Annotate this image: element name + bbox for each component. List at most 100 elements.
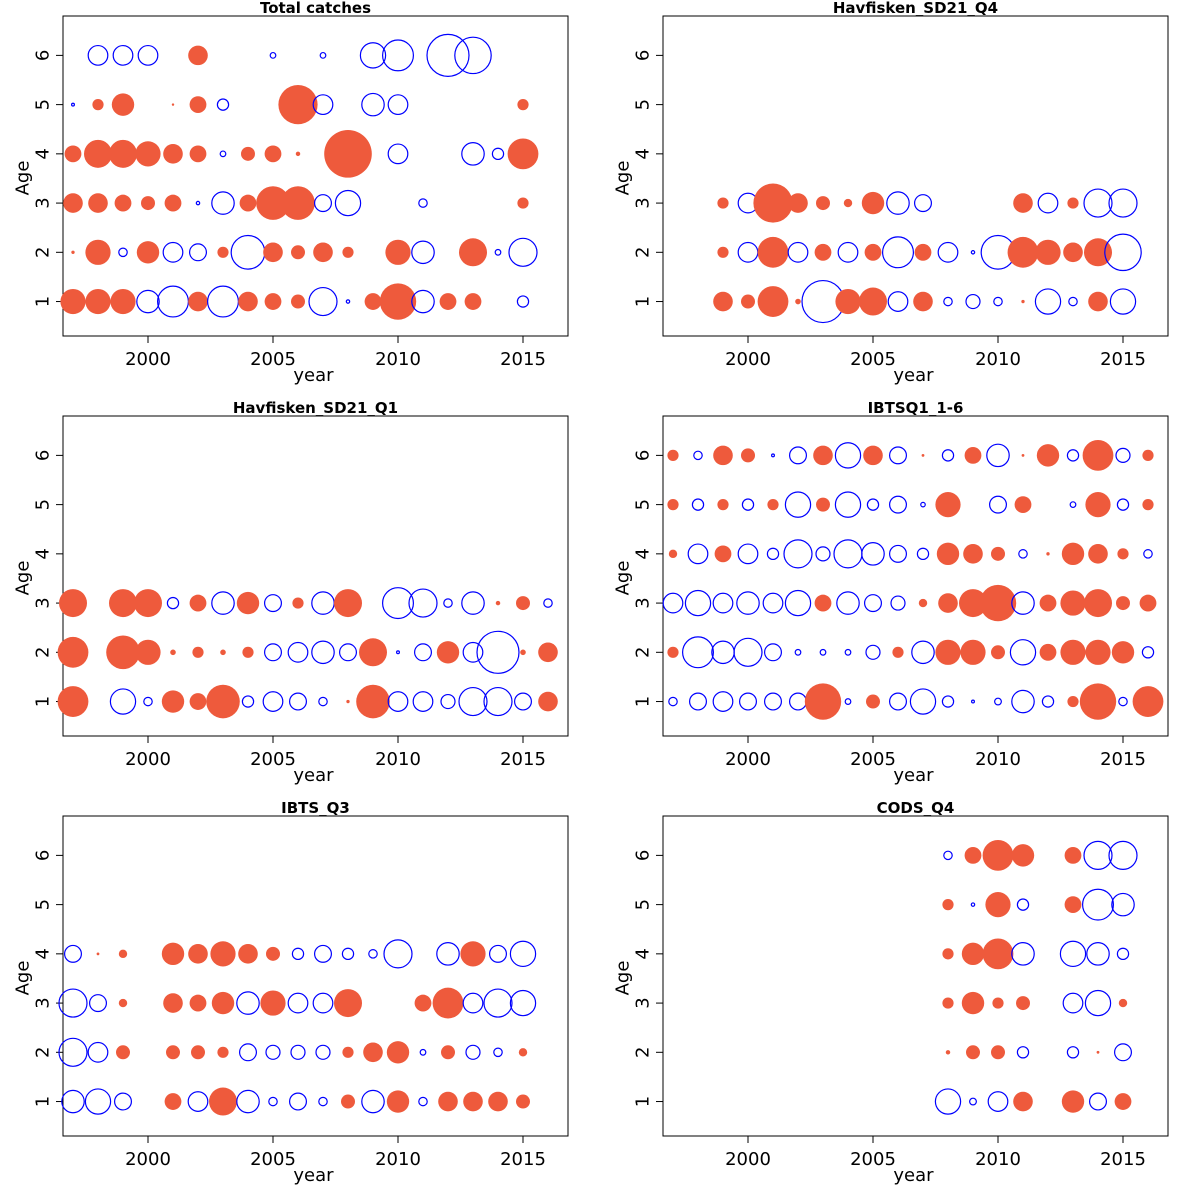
bubble-positive [342,1046,354,1058]
bubble-positive [938,593,958,613]
bubble-positive [959,589,987,618]
bubble-negative [711,640,735,665]
plot-frame [62,15,569,337]
bubble-negative [943,850,953,861]
bubble-negative [87,44,109,66]
bubble-negative [136,289,160,314]
bubble-negative [411,289,435,314]
bubble-positive [346,699,350,704]
bubble-positive [341,1094,355,1109]
bubble-positive [266,946,280,961]
bubble-positive [964,846,982,864]
bubble-negative [465,1044,481,1060]
bubble-positive [757,286,789,317]
bubble-positive [1139,594,1157,612]
bubble-positive [991,546,1005,561]
bubble-negative [195,200,201,206]
bubble-positive [114,194,132,212]
bubble-positive [1085,639,1111,665]
bubble-positive [914,243,932,261]
bubble-negative [733,637,763,667]
bubble-negative [888,446,907,465]
y-tick-label: 6 [33,450,54,461]
bubble-negative [312,94,334,116]
bubble-positive [507,138,539,170]
bubble-positive [1067,695,1079,708]
bubble-negative [1083,840,1113,870]
bubble-negative [712,592,734,614]
panel-2: Havfisken_SD21_Q4 2000 2005 2010 2015 1 2 3 4 5 6 y… [613,0,1169,386]
y-tick-label: 1 [33,1096,54,1107]
bubble-negative [440,693,456,710]
y-tick-label: 2 [633,647,654,658]
bubble-negative [58,1037,88,1067]
y-tick-label: 4 [633,948,654,959]
bubble-negative [691,498,705,511]
bubble-negative [1034,288,1062,315]
bubble-negative [888,544,907,563]
y-tick-label: 6 [33,850,54,861]
bubble-negative [291,947,305,961]
bubble-negative [443,598,453,608]
bubble-negative [881,236,914,269]
bubble-positive [517,197,529,209]
bubble-positive [714,545,732,563]
bubble-negative [687,543,709,565]
bubble-positive [241,146,255,161]
plot-frame [62,815,569,1137]
bubble-negative [1018,549,1028,559]
bubble-positive [982,938,1014,970]
bubble-negative [412,691,434,712]
bubble-negative [916,547,930,561]
panel-title: IBTSQ1_1-6 [868,399,964,417]
bubble-positive [85,288,111,315]
bubble-negative [339,643,358,662]
bubble-negative [289,1092,308,1111]
bubble-positive [459,238,487,267]
y-tick-label: 3 [633,997,654,1008]
bubble-negative [494,248,502,256]
y-tick-label: 4 [33,548,54,559]
bubble-positive [379,283,417,320]
bubble-positive [1011,844,1035,867]
bubble-negative [334,189,362,217]
bubble-negative [63,944,82,963]
bubble-negative [909,688,937,715]
bubble-positive [1079,683,1117,720]
bubble-negative [436,942,460,966]
bubble-positive [386,1090,410,1113]
x-tick-label: 2005 [250,1149,296,1170]
bubble-negative [387,94,409,116]
bubble-positive [1060,639,1086,665]
y-tick-label: 5 [633,99,654,110]
y-tick-label: 6 [33,50,54,61]
bubble-negative [461,142,485,166]
y-tick-label: 3 [33,597,54,608]
bubble-positive [1088,544,1108,564]
bubble-negative [509,940,537,968]
bubble-positive [359,638,387,667]
bubble-negative [396,650,401,655]
bubble-positive [238,944,258,964]
bubble-negative [684,589,712,617]
bubble-positive [63,193,83,213]
bubble-positive [189,145,207,163]
bubble-negative [314,194,333,213]
bubble-negative [988,495,1007,514]
bubble-negative [382,587,415,620]
bubble-negative [211,591,235,615]
y-tick-label: 6 [633,450,654,461]
panel-5: IBTS_Q3 2000 2005 2010 2015 1 2 3 4 5 6 year Age [13,799,569,1186]
bubble-positive [495,600,501,606]
bubble-positive [717,499,729,511]
bubble-positive [414,994,432,1012]
bubble-positive [1039,643,1057,661]
bubble-positive [109,589,137,618]
x-tick-label: 2000 [725,349,771,370]
bubble-negative [1143,549,1153,559]
bubble-positive [960,639,986,665]
bubble-positive [979,584,1017,622]
x-tick-label: 2005 [250,349,296,370]
x-tick-label: 2010 [375,349,421,370]
bubble-positive [1084,238,1112,267]
